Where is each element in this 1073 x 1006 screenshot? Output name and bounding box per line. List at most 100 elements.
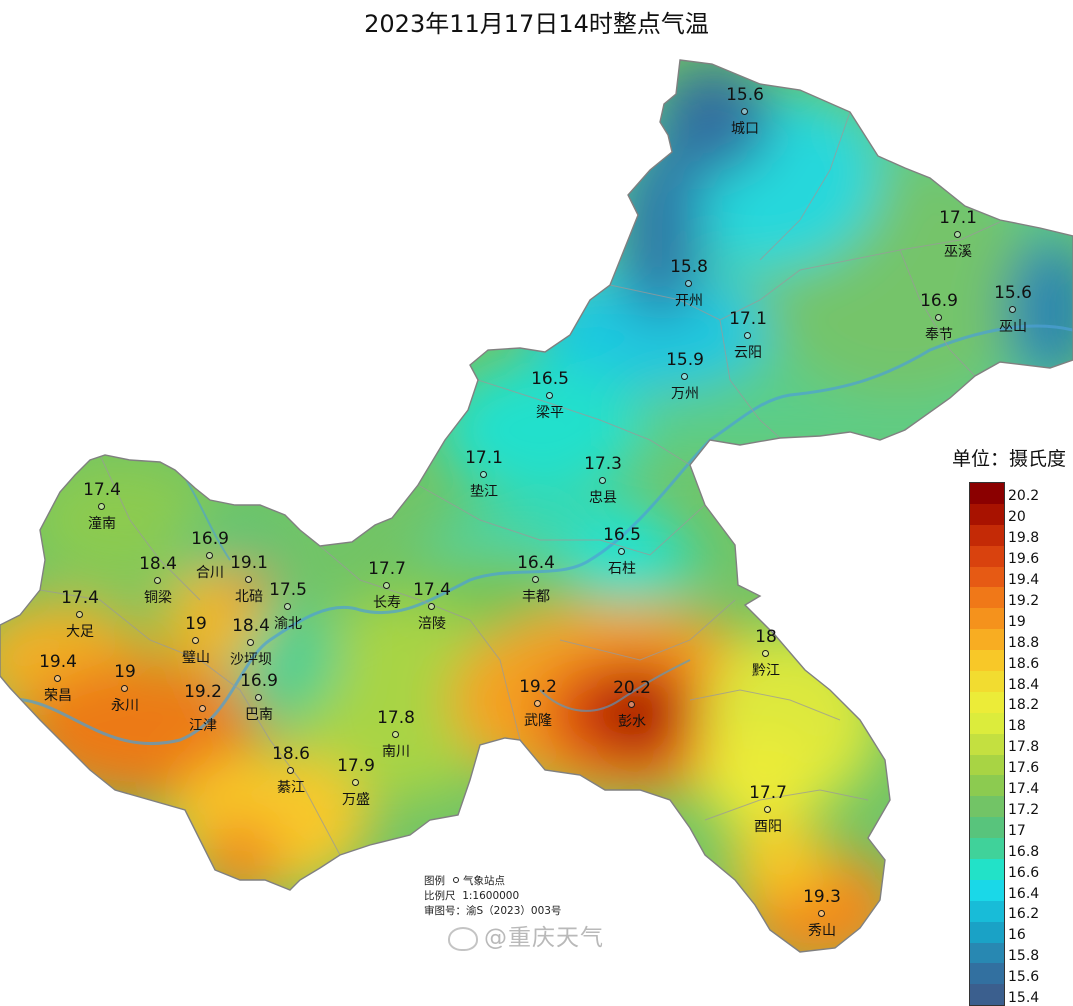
station-name: 荣昌 (44, 688, 72, 704)
station-changshou: 17.7 长寿 (368, 559, 406, 611)
legend-value-label: 17.2 (1008, 801, 1040, 818)
station-name: 秀山 (808, 923, 836, 939)
station-marker-icon (764, 806, 771, 813)
station-marker-icon (121, 685, 128, 692)
station-name: 潼南 (88, 516, 116, 532)
map-review-row: 审图号：渝S（2023）003号 (424, 904, 561, 919)
legend-value-label: 20.2 (1008, 488, 1040, 505)
station-marker-icon (954, 231, 961, 238)
legend-swatch (970, 859, 1004, 880)
station-name: 石柱 (608, 561, 636, 577)
station-value: 17.7 (749, 783, 787, 803)
map-legend-row: 图例 气象站点 (424, 874, 561, 889)
station-name: 渝北 (274, 616, 302, 632)
station-zhongxian: 17.3 忠县 (584, 454, 622, 506)
legend-value-label: 17 (1008, 822, 1026, 839)
station-dianjiang: 17.1 垫江 (465, 448, 503, 500)
station-value: 17.4 (61, 588, 99, 608)
station-value: 19 (185, 614, 207, 634)
station-qianjiang: 18 黔江 (752, 627, 780, 679)
watermark: @重庆天气 (448, 918, 604, 952)
station-name: 丰都 (522, 589, 550, 605)
station-youyang: 17.7 酉阳 (749, 783, 787, 835)
legend-swatch (970, 921, 1004, 943)
station-marker-icon (352, 779, 359, 786)
station-name: 铜梁 (144, 590, 172, 606)
legend-value-label: 16.2 (1008, 906, 1040, 923)
station-shapingba: 18.4 沙坪坝 (230, 616, 272, 668)
legend-swatch (970, 963, 1004, 985)
station-wulong: 19.2 武隆 (519, 677, 557, 729)
station-marker-icon (685, 280, 692, 287)
station-marker-icon (206, 552, 213, 559)
legend-value-label: 15.4 (1008, 990, 1040, 1006)
station-name: 巫山 (999, 319, 1027, 335)
station-wushan: 15.6 巫山 (994, 283, 1032, 335)
station-value: 20.2 (613, 678, 651, 698)
station-value: 15.8 (670, 257, 708, 277)
station-value: 19.2 (184, 682, 222, 702)
station-value: 16.9 (920, 291, 958, 311)
station-name: 梁平 (536, 405, 564, 421)
station-marker-icon (818, 910, 825, 917)
legend-swatch (970, 483, 1004, 504)
station-fengjie: 16.9 奉节 (920, 291, 958, 343)
legend-value-label: 19.6 (1008, 551, 1040, 568)
legend-swatch (970, 587, 1004, 609)
station-value: 15.6 (994, 283, 1032, 303)
legend-swatch (970, 545, 1004, 567)
station-marker-icon (534, 700, 541, 707)
legend-value-label: 19 (1008, 613, 1026, 630)
legend-unit-label: 单位：摄氏度 (952, 448, 1067, 470)
station-name: 武隆 (524, 713, 552, 729)
weibo-icon (448, 926, 478, 951)
station-bishan: 19 璧山 (182, 614, 210, 666)
station-marker-icon (383, 582, 390, 589)
legend-swatch (970, 733, 1004, 755)
station-marker-icon (98, 503, 105, 510)
legend-swatch (970, 566, 1004, 588)
station-marker-icon (247, 639, 254, 646)
station-qijiang: 18.6 綦江 (272, 744, 310, 796)
station-chengkou: 15.6 城口 (726, 85, 764, 137)
legend-value-label: 18.8 (1008, 634, 1040, 651)
legend-value-label: 16.8 (1008, 843, 1040, 860)
legend-swatch (970, 712, 1004, 734)
station-marker-icon (199, 705, 206, 712)
station-xiushan: 19.3 秀山 (803, 887, 841, 939)
station-marker-icon (618, 548, 625, 555)
station-name: 江津 (189, 718, 217, 734)
station-liangping: 16.5 梁平 (531, 369, 569, 421)
station-marker-icon (935, 314, 942, 321)
legend-value-label: 19.2 (1008, 592, 1040, 609)
station-jiangjin: 19.2 江津 (184, 682, 222, 734)
legend-swatch (970, 879, 1004, 901)
legend-swatch (970, 984, 1004, 1006)
station-name: 奉节 (925, 327, 953, 343)
station-banan: 16.9 巴南 (240, 671, 278, 723)
legend-swatch (970, 650, 1004, 672)
station-value: 18.4 (232, 616, 270, 636)
legend-swatch (970, 629, 1004, 651)
station-yunyang: 17.1 云阳 (729, 309, 767, 361)
station-value: 16.5 (603, 525, 641, 545)
station-tongnan: 17.4 潼南 (83, 480, 121, 532)
station-value: 16.9 (240, 671, 278, 691)
legend-value-label: 17.8 (1008, 739, 1040, 756)
legend-swatch (970, 838, 1004, 860)
map-scale-value: 1:1600000 (462, 890, 520, 902)
station-name: 长寿 (373, 595, 401, 611)
legend-swatch (970, 691, 1004, 713)
station-name: 巴南 (245, 707, 273, 723)
station-name: 城口 (731, 121, 759, 137)
legend-swatch (970, 754, 1004, 776)
legend-value-label: 17.4 (1008, 781, 1040, 798)
station-wansheng: 17.9 万盛 (337, 756, 375, 808)
station-value: 18.6 (272, 744, 310, 764)
station-hechuan: 16.9 合川 (191, 529, 229, 581)
map-info-block: 图例 气象站点 比例尺 1:1600000 审图号：渝S（2023）003号 (424, 874, 561, 919)
station-marker-icon (744, 332, 751, 339)
station-marker-icon (284, 603, 291, 610)
station-value: 17.8 (377, 708, 415, 728)
station-value: 19.2 (519, 677, 557, 697)
